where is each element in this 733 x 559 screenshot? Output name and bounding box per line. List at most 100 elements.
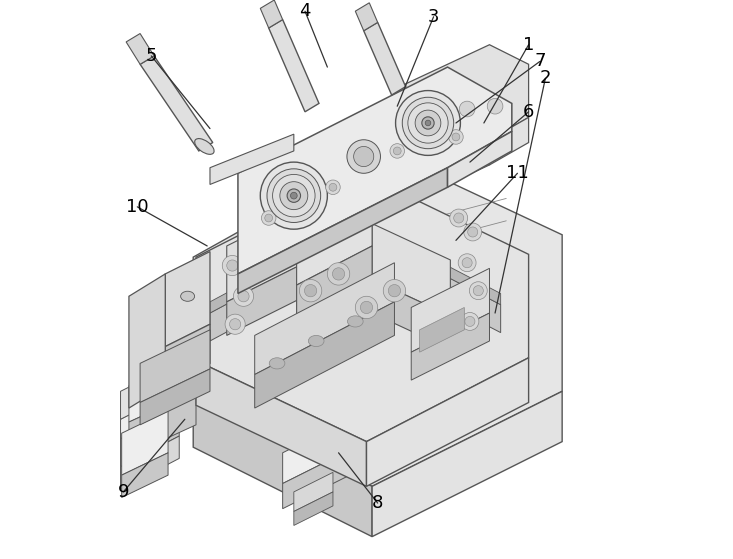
Circle shape: [468, 227, 478, 237]
Polygon shape: [120, 436, 180, 489]
Polygon shape: [361, 232, 501, 333]
Circle shape: [402, 97, 454, 149]
Circle shape: [454, 213, 464, 223]
Polygon shape: [140, 369, 210, 425]
Circle shape: [426, 121, 441, 136]
Text: 6: 6: [523, 103, 534, 121]
Circle shape: [460, 101, 475, 117]
Polygon shape: [254, 302, 394, 408]
Polygon shape: [405, 140, 490, 204]
Circle shape: [390, 144, 405, 158]
Circle shape: [260, 162, 328, 229]
Polygon shape: [226, 207, 305, 302]
Polygon shape: [120, 408, 180, 467]
Circle shape: [449, 130, 463, 144]
Circle shape: [262, 211, 276, 225]
Circle shape: [415, 110, 441, 136]
Text: 4: 4: [299, 2, 311, 20]
Circle shape: [396, 91, 460, 155]
Polygon shape: [226, 263, 305, 335]
Ellipse shape: [309, 335, 324, 347]
Circle shape: [356, 296, 377, 319]
Circle shape: [462, 258, 472, 268]
Circle shape: [290, 192, 297, 199]
Polygon shape: [419, 307, 464, 352]
Circle shape: [408, 103, 448, 143]
Polygon shape: [366, 358, 528, 486]
Circle shape: [304, 285, 317, 297]
Circle shape: [388, 285, 401, 297]
Circle shape: [229, 319, 240, 330]
Polygon shape: [122, 453, 168, 498]
Polygon shape: [294, 472, 333, 511]
Polygon shape: [294, 492, 333, 525]
Polygon shape: [361, 221, 501, 305]
Polygon shape: [194, 151, 562, 486]
Polygon shape: [120, 380, 143, 419]
Polygon shape: [372, 391, 562, 537]
Circle shape: [474, 286, 483, 296]
Polygon shape: [165, 324, 210, 386]
Polygon shape: [372, 224, 450, 316]
Polygon shape: [210, 134, 294, 184]
Polygon shape: [372, 280, 450, 349]
Polygon shape: [126, 34, 154, 64]
Ellipse shape: [195, 139, 214, 154]
Circle shape: [394, 147, 401, 155]
Circle shape: [273, 174, 315, 217]
Polygon shape: [238, 168, 448, 293]
Text: 11: 11: [506, 164, 528, 182]
Polygon shape: [411, 268, 490, 352]
Circle shape: [469, 282, 487, 300]
Polygon shape: [283, 416, 356, 484]
Circle shape: [421, 117, 434, 129]
Circle shape: [425, 120, 431, 126]
Circle shape: [461, 312, 479, 330]
Polygon shape: [490, 117, 528, 165]
Polygon shape: [405, 45, 528, 179]
Polygon shape: [269, 20, 319, 112]
Polygon shape: [194, 397, 372, 537]
Text: 2: 2: [539, 69, 551, 87]
Circle shape: [287, 189, 301, 202]
Ellipse shape: [269, 358, 285, 369]
Polygon shape: [448, 131, 512, 187]
Polygon shape: [283, 447, 356, 509]
Circle shape: [267, 169, 320, 222]
Polygon shape: [297, 246, 372, 324]
Text: 5: 5: [146, 47, 157, 65]
Circle shape: [280, 182, 308, 210]
Circle shape: [383, 280, 405, 302]
Ellipse shape: [347, 316, 363, 327]
Circle shape: [238, 291, 249, 302]
Circle shape: [458, 254, 476, 272]
Text: 3: 3: [428, 8, 439, 26]
Circle shape: [465, 316, 475, 326]
Polygon shape: [260, 0, 283, 28]
Text: 7: 7: [534, 53, 545, 70]
Polygon shape: [254, 263, 394, 375]
Text: 10: 10: [126, 198, 149, 216]
Polygon shape: [411, 313, 490, 380]
Polygon shape: [165, 252, 210, 347]
Polygon shape: [120, 389, 180, 439]
Polygon shape: [129, 355, 196, 422]
Circle shape: [347, 140, 380, 173]
Circle shape: [265, 214, 273, 222]
Circle shape: [353, 146, 374, 167]
Circle shape: [225, 314, 246, 334]
Polygon shape: [129, 391, 196, 456]
Polygon shape: [210, 232, 361, 341]
Circle shape: [452, 133, 460, 141]
Polygon shape: [238, 67, 512, 274]
Text: 1: 1: [523, 36, 534, 54]
Circle shape: [233, 286, 254, 306]
Circle shape: [361, 301, 372, 314]
Polygon shape: [140, 330, 210, 402]
Text: 8: 8: [372, 494, 383, 512]
Polygon shape: [356, 3, 377, 31]
Circle shape: [299, 280, 322, 302]
Circle shape: [464, 223, 482, 241]
Circle shape: [329, 183, 337, 191]
Circle shape: [325, 180, 340, 195]
